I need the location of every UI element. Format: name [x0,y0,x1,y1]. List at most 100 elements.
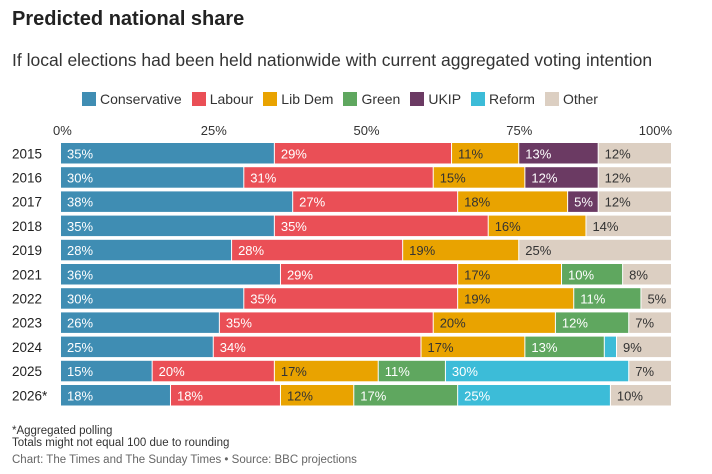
legend-swatch [544,92,559,106]
bar-other [598,143,671,164]
bar-green [562,264,623,285]
bar-lib-dem [458,191,568,212]
data-label: 14% [592,219,618,234]
data-label: 17% [464,267,490,282]
data-label: 12% [531,170,557,185]
legend-label: Conservative [100,91,182,107]
legend-item-reform: Reform [471,91,535,107]
legend-swatch [263,92,278,106]
bar-ukip [525,167,598,188]
data-label: 35% [67,219,93,234]
data-label: 29% [281,146,307,161]
category-label: 2025 [12,364,42,379]
x-tick-label: 0% [53,123,72,138]
data-label: 28% [238,243,264,258]
bar-conservative [61,215,274,237]
bar-conservative [61,191,293,212]
data-label: 18% [67,388,93,403]
data-label: 30% [67,170,93,185]
bar-other [629,360,671,382]
legend-swatch [471,92,486,106]
legend-swatch [82,92,96,106]
bar-conservative [61,239,232,261]
bar-lib-dem [274,360,378,382]
category-label: 2015 [12,146,42,161]
bar-lib-dem [452,143,519,164]
data-label: 28% [67,243,93,258]
legend-label: Green [361,91,401,107]
bar-lib-dem [280,385,354,406]
bar-other [586,215,671,237]
bar-conservative [61,312,219,333]
bar-other [598,167,671,188]
data-label: 35% [226,316,252,331]
category-label: 2017 [12,195,42,210]
bar-conservative [61,288,244,309]
bar-labour [232,239,403,261]
bar-other [610,385,671,406]
bar-reform [604,336,617,358]
data-label: 17% [360,388,386,403]
bar-lib-dem [433,167,525,188]
data-label: 29% [287,267,313,282]
data-label: 36% [67,267,93,282]
data-label: 10% [617,388,643,403]
legend-label: Lib Dem [281,91,334,107]
data-label: 19% [464,291,490,306]
data-label: 35% [67,146,93,161]
bar-other [617,336,671,358]
data-label: 25% [525,243,551,258]
data-label: 11% [385,364,410,379]
bar-lib-dem [403,239,519,261]
data-label: 20% [159,364,185,379]
bar-other [629,312,671,333]
data-label: 35% [281,219,307,234]
footnote-rounding: Totals might not equal 100 due to roundi… [12,437,230,449]
category-label: 2016 [12,170,42,185]
bar-ukip [519,143,598,164]
category-label: 2018 [12,219,42,234]
data-label: 35% [250,291,276,306]
category-label: 2019 [12,243,42,258]
data-label: 16% [495,219,521,234]
data-label: 5% [574,195,593,210]
footnote-aggregated: *Aggregated polling [12,425,113,437]
bar-labour [293,191,458,212]
bar-lib-dem [421,336,525,358]
data-label: 15% [67,364,93,379]
legend: Conservative Labour Lib Dem Green UKIP Reform… [82,91,608,107]
data-label: 34% [220,340,246,355]
data-label: 20% [440,316,466,331]
x-tick-label: 50% [353,123,379,138]
data-label: 11% [458,146,483,161]
bar-conservative [61,385,170,406]
data-label: 9% [623,340,642,355]
data-label: 17% [427,340,453,355]
data-label: 30% [67,291,93,306]
legend-item-conservative: Conservative [82,91,182,107]
data-label: 27% [299,195,325,210]
bar-labour [274,143,452,164]
category-label: 2026* [12,388,48,403]
data-label: 30% [452,364,478,379]
data-label: 18% [464,195,490,210]
bar-green [555,312,629,333]
data-label: 25% [464,388,490,403]
data-label: 12% [287,388,313,403]
bar-other [519,239,671,261]
bar-green [354,385,458,406]
data-label: 38% [67,195,93,210]
bar-labour [170,385,280,406]
bar-labour [244,167,433,188]
x-tick-label: 75% [506,123,532,138]
data-label: 13% [525,146,551,161]
bar-labour [213,336,421,358]
data-label: 10% [568,267,594,282]
legend-swatch [410,92,425,106]
bar-lib-dem [488,215,586,237]
data-label: 12% [605,195,631,210]
data-label: 5% [647,291,666,306]
legend-label: Reform [489,91,535,107]
bar-ukip [568,191,598,212]
category-label: 2021 [12,267,42,282]
